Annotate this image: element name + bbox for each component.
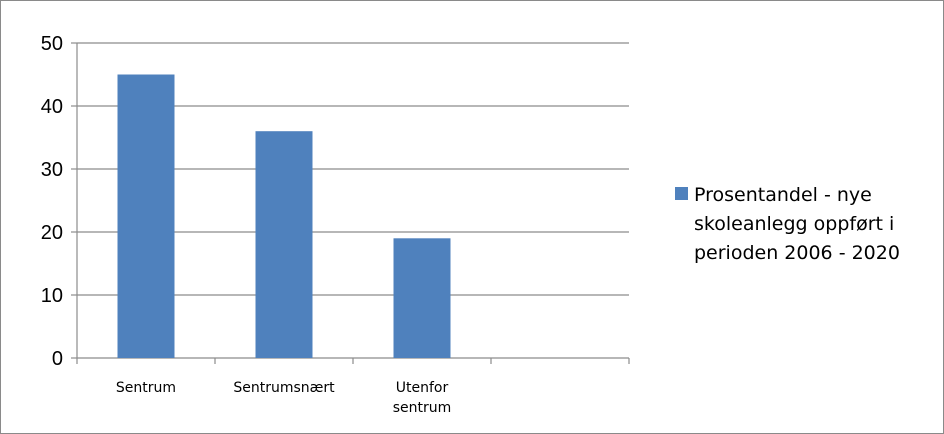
legend-label: Prosentandel - nye — [694, 184, 872, 206]
x-category-label: Utenfor — [396, 380, 449, 396]
y-tick-label: 10 — [41, 285, 63, 307]
x-category-label: sentrum — [393, 400, 452, 416]
bar — [393, 238, 451, 358]
legend-label: perioden 2006 - 2020 — [694, 242, 900, 264]
legend-label: skoleanlegg oppført i — [694, 213, 894, 235]
y-tick-label: 20 — [41, 222, 63, 244]
bar — [117, 74, 175, 358]
y-tick-label: 30 — [41, 159, 63, 181]
y-tick-label: 0 — [52, 348, 63, 370]
legend-swatch — [675, 187, 688, 200]
x-category-label: Sentrum — [116, 380, 176, 396]
y-tick-label: 50 — [41, 33, 63, 55]
y-tick-label: 40 — [41, 96, 63, 118]
x-category-label: Sentrumsnært — [233, 380, 335, 396]
bar — [255, 131, 313, 358]
